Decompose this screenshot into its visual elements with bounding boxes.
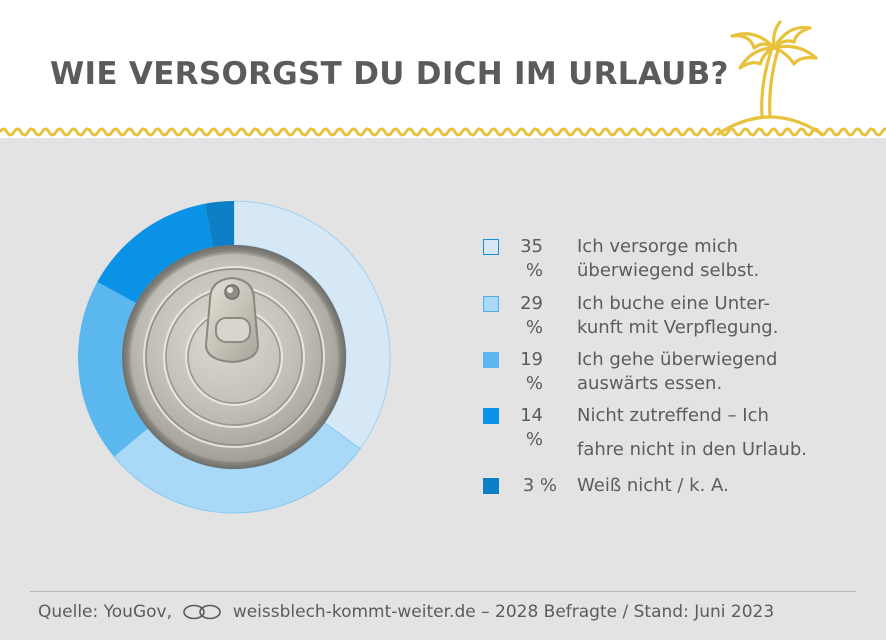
- legend-swatch: [483, 239, 499, 255]
- wave-line: [0, 127, 886, 137]
- legend-label: Nicht zutreffend – Ich fahre nicht in den…: [577, 405, 807, 460]
- legend-value: 35 %: [520, 236, 543, 281]
- legend-swatch: [483, 352, 499, 368]
- donut-slice: [97, 203, 214, 304]
- donut-slice: [204, 201, 234, 247]
- legend-value: 3 %: [522, 475, 557, 496]
- source-rest: weissblech-kommt-weiter.de – 2028 Befrag…: [232, 602, 775, 622]
- legend-value: 14 %: [520, 405, 543, 450]
- header: WIE VERSORGST DU DICH IM URLAUB?: [0, 0, 886, 138]
- legend-label: Ich buche eine Unter-kunft mit Verpflegu…: [577, 293, 779, 338]
- legend-value: 19 %: [520, 349, 543, 394]
- legend-swatch: [483, 408, 499, 424]
- source-prefix: Quelle: YouGov,: [38, 602, 172, 622]
- legend-swatch: [483, 478, 499, 494]
- donut-slice: [78, 281, 148, 457]
- footer-source: Quelle: YouGov, weissblech-kommt-weiter.…: [38, 600, 774, 624]
- wave-divider: [0, 127, 886, 137]
- legend-label: Weiß nicht / k. A.: [577, 475, 729, 496]
- legend-value: 29 %: [520, 293, 543, 338]
- footer-divider: [30, 591, 856, 592]
- page-title: WIE VERSORGST DU DICH IM URLAUB?: [50, 56, 729, 92]
- legend-swatch: [483, 296, 499, 312]
- legend-label: Ich gehe überwiegend auswärts essen.: [577, 349, 778, 394]
- chain-link-icon: [183, 604, 222, 620]
- legend-label: Ich versorge mich überwiegend selbst.: [577, 236, 760, 281]
- tin-can-lid-image: [122, 245, 346, 469]
- palm-island-icon: [716, 20, 824, 136]
